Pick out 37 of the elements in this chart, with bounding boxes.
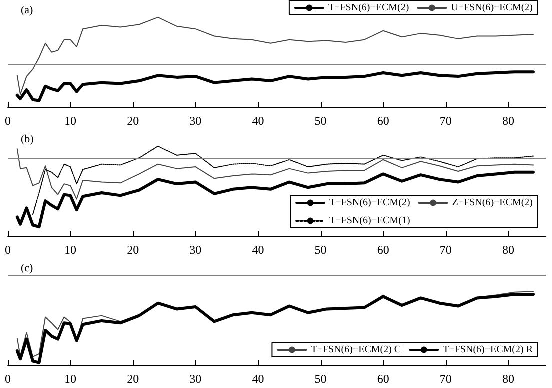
x-tick-label: 0 <box>5 114 11 128</box>
x-tick-label: 40 <box>252 243 264 257</box>
x-tick-label: 10 <box>64 114 77 128</box>
x-tick-label: 60 <box>377 243 390 257</box>
x-tick-label: 80 <box>502 243 514 257</box>
x-tick-label: 30 <box>190 243 202 257</box>
x-tick-label: 50 <box>314 372 327 386</box>
x-tick-label: 50 <box>314 114 327 128</box>
x-tick-label: 40 <box>252 114 264 128</box>
chart-title: (b) <box>21 134 34 146</box>
x-tick-label: 10 <box>64 243 77 257</box>
legend-label: T−FSN(6)−ECM(1) <box>330 216 410 226</box>
x-tick-label: 20 <box>127 372 140 386</box>
chart-title: (a) <box>21 4 34 16</box>
x-tick-label: 30 <box>190 114 202 128</box>
legend-label: Z−FSN(6)−ECM(2) <box>452 198 534 208</box>
x-tick-label: 70 <box>440 372 452 386</box>
x-tick-label: 10 <box>64 372 77 386</box>
x-tick-label: 40 <box>252 372 264 386</box>
x-tick-label: 60 <box>377 114 390 128</box>
legend-label: T−FSN(6)−ECM(2) R <box>443 344 534 356</box>
x-tick-label: 20 <box>127 114 140 128</box>
legend-label: T−FSN(6)−ECM(2) <box>330 198 410 208</box>
x-tick-label: 0 <box>5 243 11 257</box>
legend-label: U−FSN(6)−ECM(2) <box>451 2 534 14</box>
legend-label: T−FSN(6)−ECM(2) C <box>311 344 402 356</box>
x-tick-label: 0 <box>5 372 11 386</box>
legend-label: T−FSN(6)−ECM(2) <box>328 2 410 14</box>
x-tick-label: 80 <box>502 372 514 386</box>
chart-title: (c) <box>21 262 34 274</box>
x-tick-label: 70 <box>440 243 452 257</box>
x-tick-label: 20 <box>127 243 140 257</box>
x-tick-label: 30 <box>190 372 202 386</box>
x-tick-label: 70 <box>440 114 452 128</box>
x-tick-label: 80 <box>502 114 514 128</box>
x-tick-label: 60 <box>377 372 390 386</box>
x-tick-label: 50 <box>314 243 327 257</box>
